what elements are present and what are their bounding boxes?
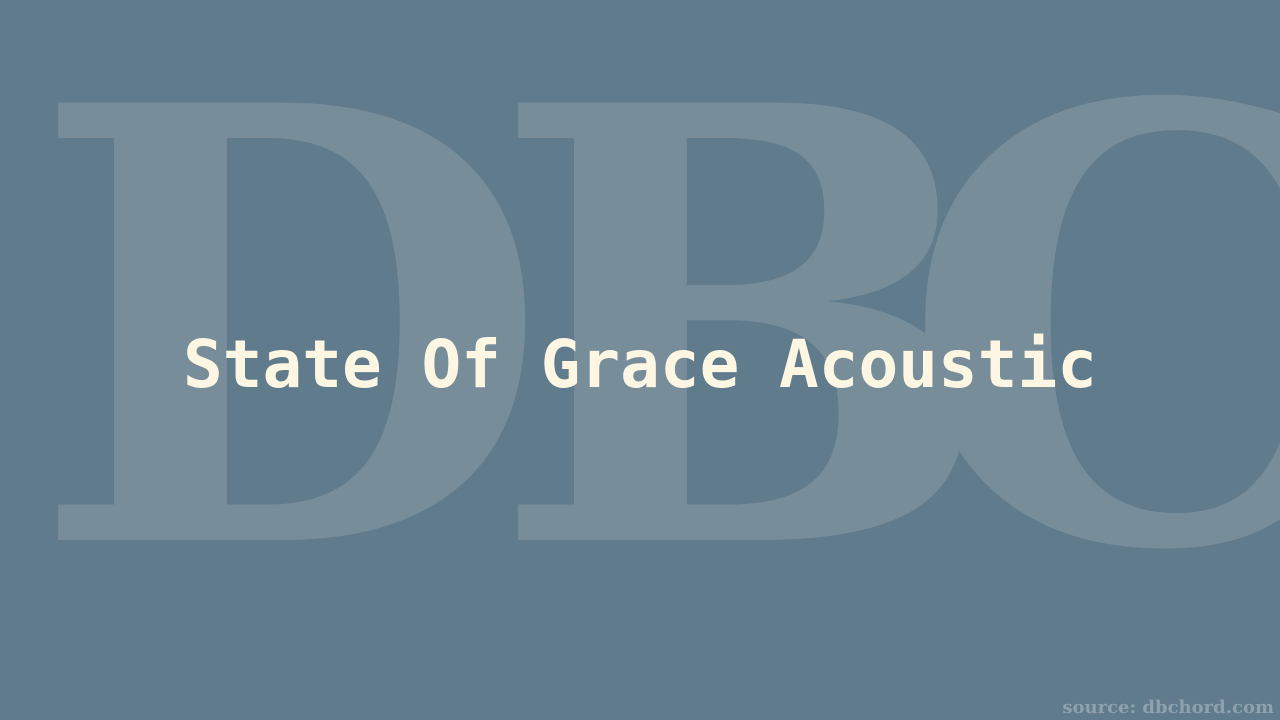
watermark-letter-c: C [900,0,1280,682]
watermark-letter-d: D [30,0,551,682]
song-title: State Of Grace Acoustic [183,326,1097,403]
watermark-letter-b: B [490,0,998,682]
source-credit: source: dbchord.com [1062,697,1274,718]
